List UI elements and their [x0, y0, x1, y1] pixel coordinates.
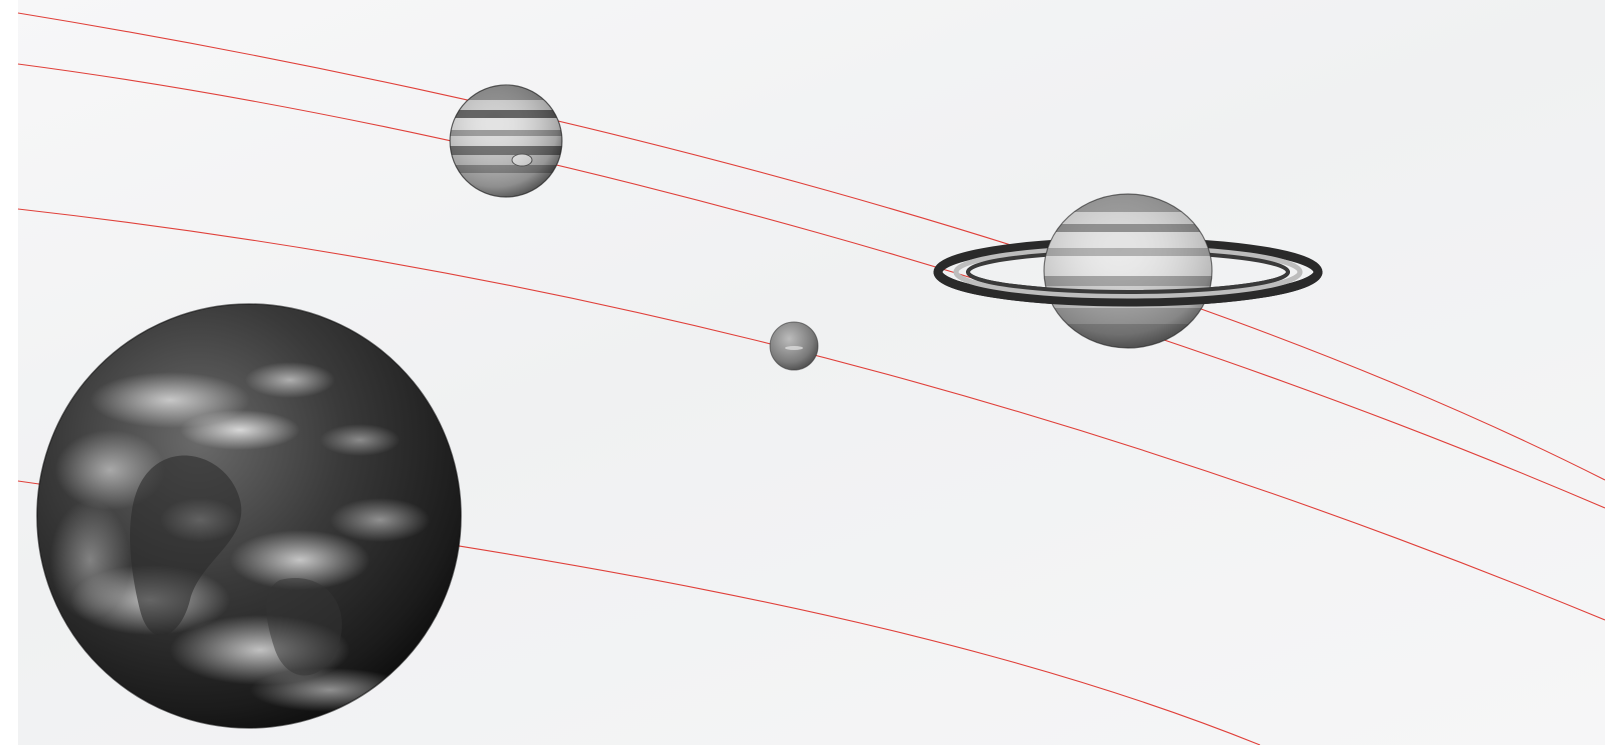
earth-icon: [36, 303, 462, 729]
orbit-line-3: [17, 208, 1605, 621]
jupiter-icon: [449, 84, 563, 198]
saturn-icon: [933, 193, 1323, 349]
orbit-line-2: [17, 63, 1605, 509]
orbit-line-1: [17, 12, 1605, 481]
small-planet-icon: [769, 321, 819, 371]
